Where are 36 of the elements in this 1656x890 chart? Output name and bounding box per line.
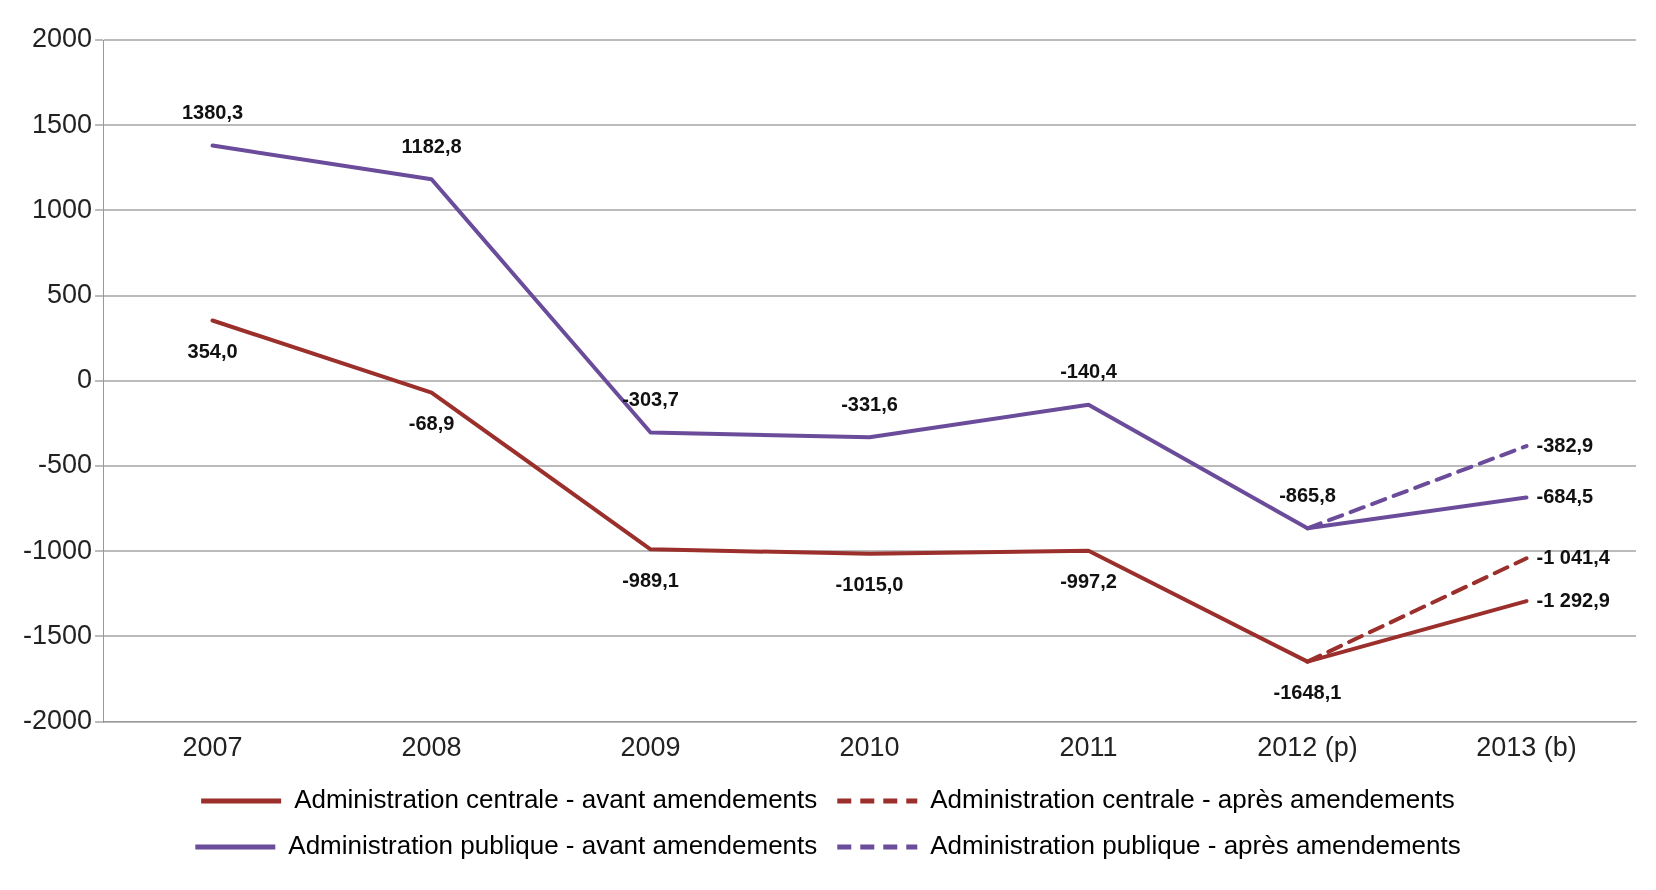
data-label: -684,5	[1536, 484, 1594, 507]
y-tick-label: 500	[46, 279, 93, 310]
legend-label: Administration centrale - après amendements	[930, 784, 1455, 815]
data-label: -303,7	[622, 388, 679, 411]
data-label: -382,9	[1536, 433, 1594, 456]
data-label: -331,6	[841, 392, 898, 415]
data-label: -865,8	[1279, 483, 1336, 506]
y-tick-label: 2000	[31, 23, 93, 54]
y-tick-label: -1000	[22, 534, 93, 565]
x-tick-label: 2008	[401, 732, 462, 763]
y-tick-label: -1500	[22, 619, 93, 650]
y-tick-label: -2000	[22, 705, 93, 736]
y-tick-label: -500	[38, 449, 93, 480]
legend-label: Administration publique - avant amendements	[288, 830, 818, 861]
legend-label: Administration publique - après amendements	[930, 830, 1461, 861]
y-tick-label: 0	[77, 364, 93, 395]
data-label: 1380,3	[181, 101, 244, 124]
data-label: -989,1	[622, 568, 679, 591]
data-label: -1 041,4	[1536, 545, 1611, 568]
y-tick-label: 1500	[31, 108, 93, 139]
data-label: -1 292,9	[1536, 588, 1610, 611]
data-label: -140,4	[1060, 360, 1118, 383]
x-tick-label: 2007	[182, 732, 243, 763]
data-label: 354,0	[187, 339, 238, 362]
data-label: -1648,1	[1273, 681, 1342, 704]
x-tick-label: 2010	[839, 732, 900, 763]
data-label: -997,2	[1060, 570, 1117, 593]
data-label: 1182,8	[401, 134, 462, 157]
x-tick-label: 2011	[1059, 732, 1118, 763]
legend-label: Administration centrale - avant amendements	[294, 784, 818, 815]
data-label: -1015,0	[835, 573, 904, 596]
data-label: -68,9	[408, 412, 455, 435]
x-tick-label: 2012 (p)	[1257, 732, 1358, 763]
x-tick-label: 2013 (b)	[1476, 732, 1577, 763]
y-tick-label: 1000	[31, 193, 93, 224]
x-tick-label: 2009	[620, 732, 681, 763]
